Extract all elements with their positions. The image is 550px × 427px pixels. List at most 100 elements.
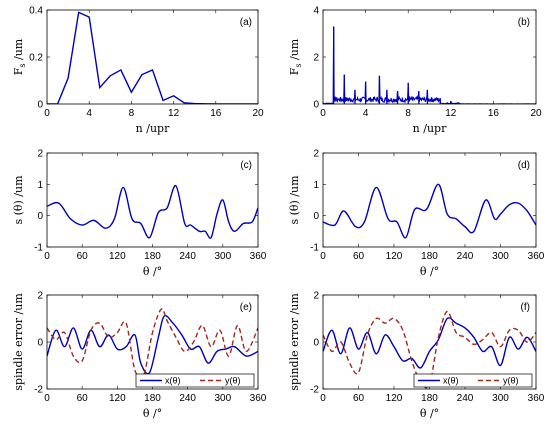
y-label-unit: /um [12, 38, 25, 63]
axes-box [322, 152, 537, 248]
x-axis-label: n /upr [136, 122, 170, 135]
x-tick-label: 12 [445, 108, 457, 119]
y-label-sub: s [18, 63, 27, 67]
axes-box [322, 294, 537, 390]
y-tick-label: 0 [313, 100, 319, 111]
y-tick-label: -2 [310, 385, 319, 396]
x-tick-label: 300 [214, 393, 231, 404]
x-tick-label: 60 [77, 251, 89, 262]
series-line-1 [47, 314, 258, 375]
series-line-2 [47, 308, 258, 380]
x-tick-label: 240 [179, 393, 196, 404]
x-tick-label: 0 [320, 108, 326, 119]
panel-label: (f) [521, 302, 530, 313]
y-tick-label: 4 [313, 6, 319, 17]
y-label-sub: s [294, 63, 303, 67]
x-tick-label: 240 [457, 393, 474, 404]
x-tick-label: 300 [492, 251, 509, 262]
x-tick-label: 0 [44, 108, 50, 119]
panel-label: (a) [240, 17, 252, 28]
y-tick-label: 2 [313, 149, 319, 160]
y-tick-label: 2 [37, 291, 43, 302]
x-tick-label: 360 [250, 251, 267, 262]
panel-f: 0 60 120 180 240 300 360-202(f)θ /°spindle err… [288, 291, 545, 421]
axes-box [322, 9, 537, 105]
y-axis-label: spindle error /um [12, 293, 25, 391]
x-tick-label: 4 [363, 108, 369, 119]
x-tick-label: 16 [488, 108, 500, 119]
legend: x(θ) y(θ) [135, 373, 255, 388]
x-tick-label: 120 [109, 393, 126, 404]
x-tick-label: 0 [44, 251, 50, 262]
panel-e: 0 60 120 180 240 300 360-202(e)θ /°spindle err… [12, 291, 267, 421]
x-tick-label: 180 [144, 251, 161, 262]
panel-label: (e) [240, 302, 252, 313]
y-axis-label: Fs /um [12, 38, 27, 75]
legend-label-1: x(θ) [443, 376, 459, 386]
y-label-main: F [288, 67, 301, 75]
panel-label: (b) [518, 17, 530, 28]
y-tick-label: 0.4 [29, 6, 43, 17]
x-tick-label: 360 [528, 393, 545, 404]
series-group [47, 308, 258, 380]
series-group [323, 26, 536, 104]
x-tick-label: 300 [214, 251, 231, 262]
x-axis-label: θ /° [143, 265, 162, 278]
x-tick-label: 0 [320, 393, 326, 404]
series-group [47, 11, 258, 104]
y-tick-label: 0 [37, 338, 43, 349]
x-tick-label: 60 [353, 251, 365, 262]
x-tick-label: 12 [168, 108, 180, 119]
x-tick-label: 0 [44, 393, 50, 404]
y-tick-label: 2 [313, 53, 319, 64]
x-tick-label: 240 [179, 251, 196, 262]
legend: x(θ) y(θ) [413, 373, 533, 388]
y-tick-label: 0.2 [29, 53, 43, 64]
x-tick-label: 180 [421, 393, 438, 404]
y-tick-label: -1 [34, 243, 43, 254]
x-axis-label: θ /° [420, 407, 439, 420]
y-tick-label: 0 [37, 100, 43, 111]
legend-label-2: y(θ) [225, 376, 241, 386]
y-tick-label: 0 [313, 338, 319, 349]
x-tick-label: 300 [492, 393, 509, 404]
y-axis-label: s (θ) /um [288, 175, 301, 225]
series-line-1 [323, 183, 536, 239]
y-axis-label: s (θ) /um [12, 175, 25, 225]
y-axis-label: spindle error /um [288, 293, 301, 391]
legend-box [413, 373, 533, 388]
legend-label-1: x(θ) [165, 376, 181, 386]
series-line-1 [47, 185, 258, 239]
series-group [323, 183, 536, 239]
x-tick-label: 360 [250, 393, 267, 404]
x-tick-label: 0 [320, 251, 326, 262]
y-tick-label: 1 [37, 180, 43, 191]
y-tick-label: 2 [313, 291, 319, 302]
x-tick-label: 20 [252, 108, 264, 119]
y-axis-label: Fs /um [288, 38, 303, 75]
x-tick-label: 120 [386, 393, 403, 404]
series-line-1 [323, 317, 536, 369]
legend-label-2: y(θ) [503, 376, 519, 386]
panel-a: 0 4 8 12 16 20 0 0.2 0.4 (a) n /upr Fs /um [12, 6, 264, 136]
x-tick-label: 60 [353, 393, 365, 404]
x-tick-label: 180 [421, 251, 438, 262]
y-label-main: F [12, 67, 25, 75]
x-tick-label: 360 [528, 251, 545, 262]
legend-box [135, 373, 255, 388]
y-label-unit: /um [288, 38, 301, 63]
x-tick-label: 16 [210, 108, 222, 119]
y-tick-label: 0 [37, 211, 43, 222]
x-tick-label: 120 [386, 251, 403, 262]
x-axis-label: n /upr [413, 122, 447, 135]
x-tick-label: 240 [457, 251, 474, 262]
y-tick-label: 2 [37, 149, 43, 160]
x-tick-label: 20 [530, 108, 542, 119]
y-tick-label: -2 [34, 385, 43, 396]
x-tick-label: 120 [109, 251, 126, 262]
x-tick-label: 8 [129, 108, 135, 119]
axes-box [46, 152, 259, 248]
